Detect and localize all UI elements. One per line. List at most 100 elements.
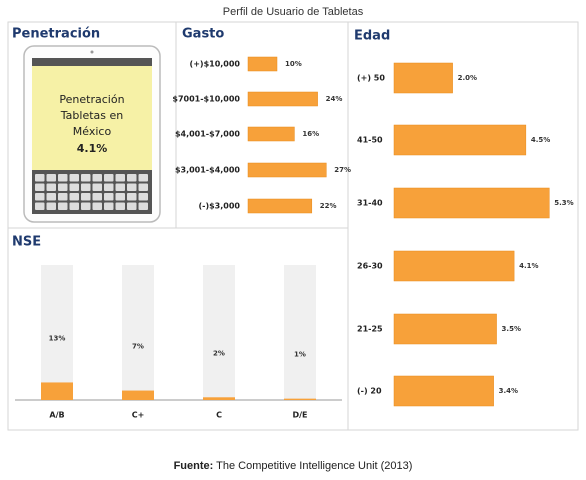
value-label: 2.0% (458, 74, 477, 82)
bar (41, 382, 73, 400)
key (138, 193, 148, 201)
key (92, 202, 102, 210)
key (81, 202, 91, 210)
key (81, 193, 91, 201)
outer-frame (7, 21, 579, 431)
key (104, 183, 114, 191)
key (69, 193, 79, 201)
category-label: (-) 20 (357, 387, 382, 396)
key (92, 183, 102, 191)
category-label: C+ (132, 411, 145, 420)
panel-title: NSE (12, 235, 41, 250)
category-label: 41-50 (357, 136, 383, 145)
tablet: Penetración Tabletas en México 4.1% (23, 45, 161, 223)
category-label: A/B (49, 411, 64, 420)
bar (393, 313, 497, 345)
key (127, 183, 137, 191)
key (115, 174, 125, 182)
bar (247, 91, 318, 107)
key (58, 202, 68, 210)
bar (393, 124, 527, 156)
bar (122, 390, 154, 400)
source: Fuente: The Competitive Intelligence Uni… (174, 460, 413, 472)
category-label: (+) 50 (357, 74, 385, 83)
key (81, 174, 91, 182)
category-label: $3,001-$4,000 (175, 166, 240, 175)
source-text: The Competitive Intelligence Unit (2013) (216, 460, 412, 472)
value-label: 3.5% (502, 325, 521, 333)
tablet-text: Tabletas en (60, 109, 123, 122)
key (115, 202, 125, 210)
key (58, 183, 68, 191)
category-label: (-)$3,000 (198, 202, 240, 211)
value-label: 27% (334, 166, 351, 174)
tablet-text: México (73, 125, 112, 138)
key (127, 202, 137, 210)
bar (203, 397, 235, 400)
value-label: 16% (302, 130, 319, 138)
value-label: 3.4% (499, 387, 518, 395)
value-label: 13% (49, 334, 66, 342)
key (46, 202, 56, 210)
key (92, 174, 102, 182)
value-label: 2% (213, 349, 225, 357)
category-label: $7001-$10,000 (172, 95, 240, 104)
page-title: Perfil de Usuario de Tabletas (223, 6, 364, 18)
panel-title: Edad (354, 29, 390, 44)
value-label: 22% (320, 202, 337, 210)
key (35, 193, 45, 201)
tablet-text: Penetración (59, 93, 124, 106)
category-label: C (216, 411, 222, 420)
note-area (32, 66, 152, 170)
value-label: 1% (294, 351, 306, 359)
bar (247, 162, 327, 178)
category-label: 26-30 (357, 262, 383, 271)
key (104, 202, 114, 210)
bar-background (122, 265, 154, 400)
tablet-camera (90, 50, 94, 54)
key (138, 174, 148, 182)
value-label: 4.5% (531, 136, 550, 144)
key (58, 174, 68, 182)
bar (247, 56, 278, 72)
key (115, 183, 125, 191)
tablet-value: 4.1% (77, 142, 108, 155)
key (46, 174, 56, 182)
value-label: 7% (132, 343, 144, 351)
category-label: 21-25 (357, 325, 383, 334)
panel-title: Penetración (12, 27, 100, 42)
bar (247, 126, 295, 142)
category-label: D/E (292, 411, 307, 420)
key (58, 193, 68, 201)
key (35, 183, 45, 191)
value-label: 5.3% (554, 199, 573, 207)
panels (7, 21, 579, 431)
value-label: 4.1% (519, 262, 538, 270)
key (127, 174, 137, 182)
key (35, 202, 45, 210)
key (138, 183, 148, 191)
key (115, 193, 125, 201)
bar (393, 187, 550, 219)
key (69, 202, 79, 210)
keyboard (35, 174, 148, 210)
key (46, 193, 56, 201)
bar-background (41, 265, 73, 400)
value-label: 10% (285, 60, 302, 68)
key (69, 183, 79, 191)
key (104, 193, 114, 201)
category-label: 31-40 (357, 199, 383, 208)
key (46, 183, 56, 191)
bar (247, 198, 313, 214)
bar-background (284, 265, 316, 400)
key (35, 174, 45, 182)
key (81, 183, 91, 191)
bar-background (203, 265, 235, 400)
source-label: Fuente: (174, 460, 214, 472)
key (104, 174, 114, 182)
bar (393, 250, 515, 282)
category-label: $4,001-$7,000 (175, 130, 240, 139)
category-label: (+)$10,000 (190, 60, 241, 69)
bar (393, 375, 494, 407)
